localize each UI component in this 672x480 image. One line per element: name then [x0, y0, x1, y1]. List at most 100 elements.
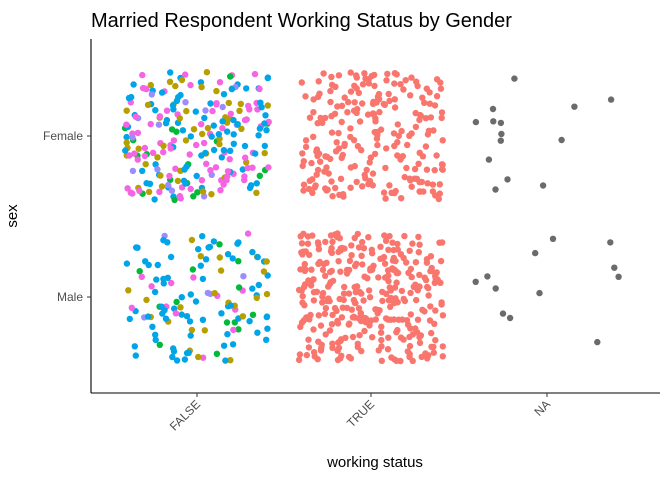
data-point — [171, 196, 178, 204]
data-point — [424, 180, 431, 187]
data-point — [378, 336, 385, 344]
data-point — [386, 97, 393, 105]
data-point — [391, 104, 399, 111]
data-point — [359, 183, 366, 190]
data-point — [142, 161, 149, 168]
data-point — [167, 253, 175, 261]
data-point — [296, 351, 304, 358]
data-point — [220, 91, 228, 98]
data-point — [381, 260, 389, 267]
data-point — [131, 150, 138, 157]
data-point — [126, 315, 133, 323]
data-point — [154, 166, 161, 173]
data-point — [400, 86, 407, 93]
data-point — [134, 156, 141, 163]
data-point — [409, 331, 417, 338]
data-point — [309, 189, 316, 197]
data-point — [152, 331, 159, 338]
data-point — [348, 252, 355, 259]
data-point — [310, 133, 317, 140]
data-point — [414, 316, 422, 323]
data-point — [192, 108, 199, 115]
data-point — [337, 268, 344, 275]
data-point — [199, 354, 207, 361]
data-point — [472, 118, 480, 126]
data-point — [134, 244, 141, 251]
data-point — [485, 156, 493, 163]
data-point — [241, 142, 249, 150]
data-point — [210, 146, 218, 154]
data-point — [193, 141, 200, 149]
data-point — [407, 92, 414, 99]
data-point — [385, 246, 392, 253]
data-point — [354, 340, 361, 347]
data-point — [265, 164, 272, 171]
data-point — [393, 279, 400, 286]
data-point — [426, 100, 433, 107]
data-point — [611, 264, 618, 271]
data-point — [327, 87, 334, 95]
data-point — [302, 248, 309, 255]
data-point — [353, 109, 360, 117]
data-point — [172, 310, 180, 317]
data-point — [230, 131, 237, 138]
data-point — [182, 137, 190, 144]
data-point — [412, 259, 420, 266]
data-point — [219, 103, 226, 111]
data-point — [391, 96, 398, 103]
data-point — [313, 288, 321, 295]
data-point — [358, 347, 365, 355]
data-point — [314, 356, 321, 363]
data-point — [415, 160, 422, 167]
data-point — [298, 79, 305, 86]
data-point — [241, 176, 248, 184]
data-point — [315, 312, 322, 319]
data-point — [347, 125, 354, 132]
data-point — [213, 350, 221, 357]
data-point — [335, 258, 342, 265]
data-point — [558, 136, 565, 144]
data-point — [376, 108, 383, 116]
data-point — [402, 77, 409, 84]
data-point — [414, 82, 421, 90]
data-point — [143, 85, 150, 93]
data-point — [364, 111, 372, 118]
data-point — [490, 118, 497, 125]
data-point — [234, 121, 241, 128]
data-point — [351, 82, 358, 90]
data-point — [136, 268, 143, 275]
data-point — [378, 323, 385, 330]
data-point — [385, 272, 392, 279]
data-point — [199, 233, 206, 240]
data-point — [172, 165, 179, 172]
data-point — [224, 128, 231, 135]
data-point — [333, 139, 340, 146]
data-point — [217, 267, 225, 274]
data-point — [201, 327, 208, 334]
data-point — [382, 237, 390, 244]
data-point — [197, 262, 204, 269]
data-point — [431, 320, 438, 327]
data-point — [492, 285, 499, 292]
data-point — [230, 326, 237, 334]
data-point — [160, 148, 167, 156]
data-point — [420, 188, 427, 195]
data-point — [129, 190, 136, 197]
data-point — [439, 353, 446, 360]
data-point — [195, 353, 202, 361]
data-point — [187, 185, 194, 193]
data-point — [411, 165, 419, 173]
data-point — [181, 356, 189, 363]
data-point — [391, 80, 398, 87]
data-point — [424, 283, 431, 291]
data-point — [258, 104, 265, 111]
data-point — [208, 133, 215, 140]
data-point — [173, 357, 181, 364]
data-point — [351, 234, 358, 242]
data-point — [397, 251, 405, 258]
data-point — [264, 74, 272, 81]
data-point — [254, 253, 261, 261]
data-point — [359, 238, 366, 246]
data-point — [186, 318, 194, 325]
